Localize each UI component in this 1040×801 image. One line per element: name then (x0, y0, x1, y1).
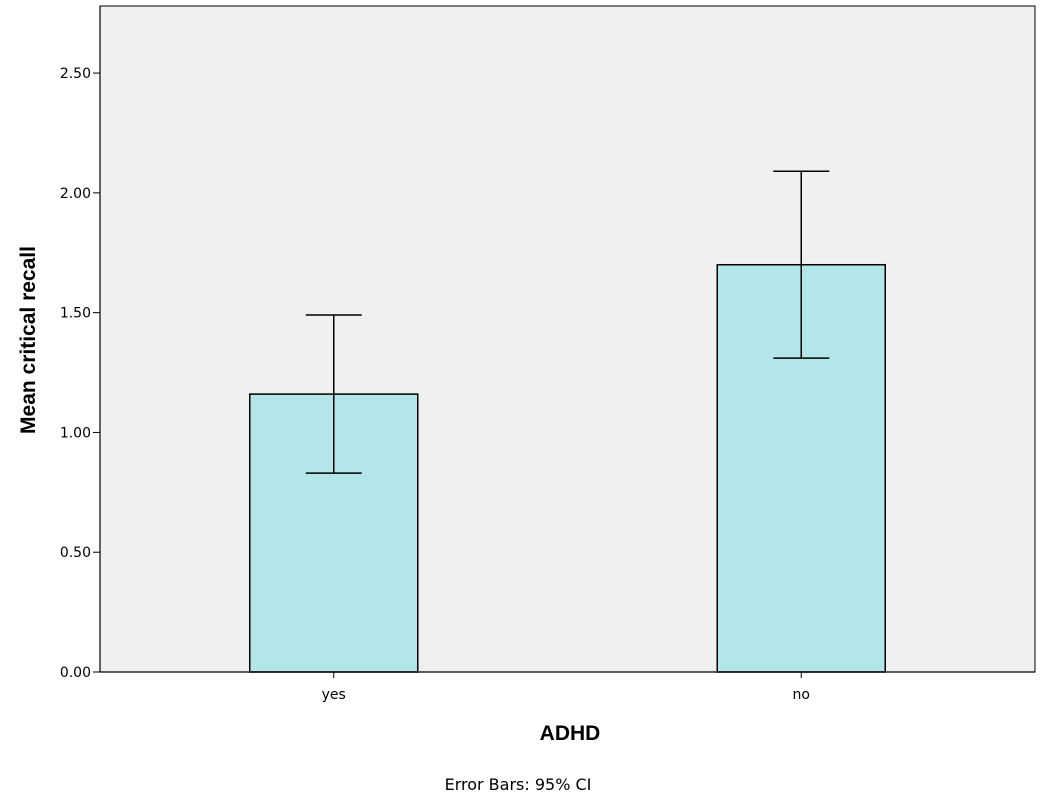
y-tick-label: 1.00 (60, 425, 91, 441)
y-tick-label: 2.00 (60, 186, 91, 202)
x-axis-title: ADHD (540, 722, 601, 745)
x-tick-label-yes: yes (322, 687, 346, 703)
y-tick-label: 0.50 (60, 545, 91, 561)
y-tick-label: 1.50 (60, 306, 91, 322)
x-tick-label-no: no (793, 687, 810, 703)
y-tick-label: 0.00 (60, 665, 91, 681)
y-tick-label: 2.50 (60, 66, 91, 82)
plot-area (99, 5, 1036, 673)
y-axis-title: Mean critical recall (17, 246, 40, 434)
error-bars-footnote: Error Bars: 95% CI (445, 775, 592, 794)
